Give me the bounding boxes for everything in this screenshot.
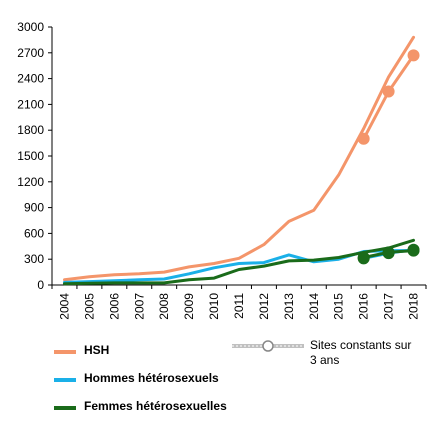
legend-sites-label: Sites constants sur 3 ans (310, 338, 412, 367)
x-tick-label: 2007 (132, 293, 146, 320)
legend-hsh-label: HSH (84, 343, 110, 357)
legend-femmes-swatch (54, 406, 76, 410)
x-tick-label: 2005 (82, 293, 96, 320)
y-tick-label: 1200 (17, 175, 44, 189)
y-tick-label: 600 (24, 226, 44, 240)
x-tick-label: 2004 (57, 293, 71, 320)
constant-sites-point-2 (407, 244, 420, 257)
legend-hsh: HSH (48, 343, 198, 361)
x-tick-label: 2015 (332, 293, 346, 320)
constant-sites-point-0 (357, 132, 370, 145)
y-tick-label: 300 (24, 252, 44, 266)
y-tick-label: 0 (37, 278, 44, 292)
series-line-0 (63, 35, 415, 282)
x-tick-label: 2014 (307, 293, 321, 320)
legend-hsh-swatch (54, 350, 76, 354)
y-tick-label: 2700 (17, 46, 44, 60)
series-line-2 (63, 238, 415, 286)
x-tick-label: 2017 (382, 293, 396, 320)
x-tick-label: 2009 (182, 293, 196, 320)
x-tick-label: 2012 (257, 293, 271, 320)
x-tick-label: 2018 (407, 293, 421, 320)
y-tick-label: 3000 (17, 20, 44, 34)
x-tick-label: 2006 (107, 293, 121, 320)
x-tick-label: 2008 (157, 293, 171, 320)
legend-hommes-label: Hommes hétérosexuels (84, 371, 219, 385)
legend-sites-swatch (232, 340, 304, 352)
y-tick-label: 1800 (17, 123, 44, 137)
x-tick-label: 2013 (282, 293, 296, 320)
legend-hommes: Hommes hétérosexuels (48, 371, 268, 389)
legend-hommes-swatch (54, 378, 76, 382)
y-tick-label: 1500 (17, 149, 44, 163)
y-tick-label: 2400 (17, 72, 44, 86)
x-tick-label: 2010 (207, 293, 221, 320)
x-tick-label: 2016 (357, 293, 371, 320)
constant-sites-point-2 (357, 251, 370, 264)
legend-femmes: Femmes hétérosexuelles (48, 399, 288, 417)
y-tick-label: 2100 (17, 97, 44, 111)
constant-sites-point-2 (382, 246, 395, 259)
x-tick-label: 2011 (232, 293, 246, 319)
legend-femmes-label: Femmes hétérosexuelles (84, 399, 227, 413)
legend-sites: Sites constants sur 3 ans (230, 338, 430, 378)
y-tick-label: 900 (24, 201, 44, 215)
constant-sites-point-0 (382, 85, 395, 98)
constant-sites-point-0 (407, 49, 420, 62)
